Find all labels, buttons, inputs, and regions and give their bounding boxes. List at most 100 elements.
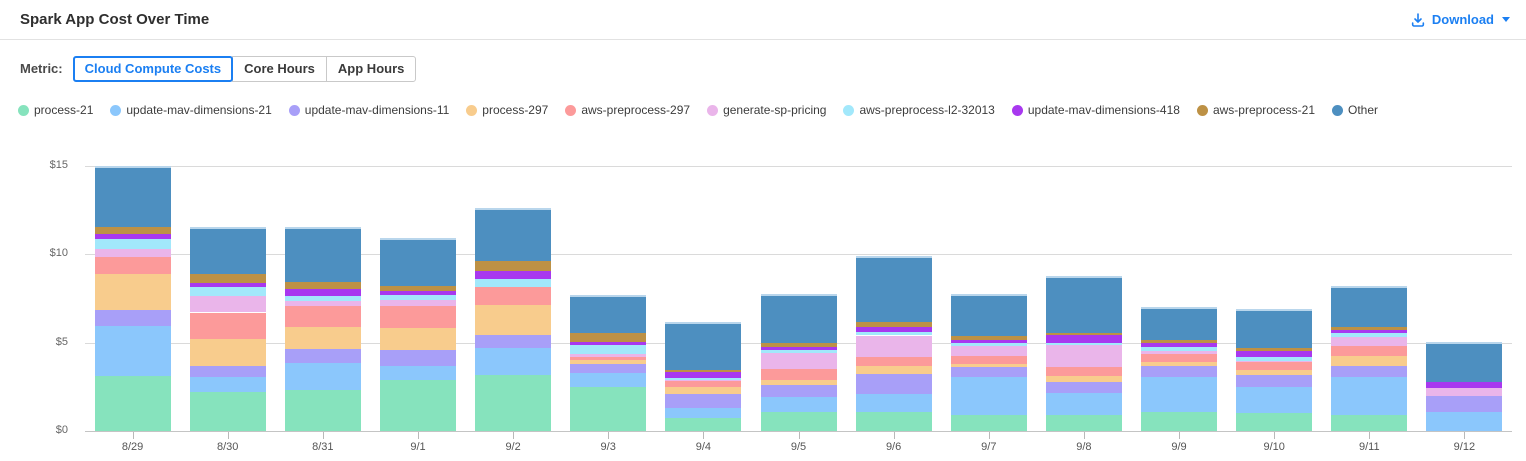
bar-segment-update-mav-dimensions-418	[189, 283, 266, 287]
bar-segment-process-297	[665, 386, 742, 394]
bar-segment-process-297	[1236, 369, 1313, 376]
bar-segment-generate-sp-pricing	[1426, 387, 1503, 396]
x-axis-label-9-1: 9/1	[410, 441, 426, 453]
bar-segment-update-mav-dimensions-11	[1045, 382, 1122, 393]
bar-segment-aws-preprocess-l2-32013	[1141, 347, 1217, 352]
bar-segment-aws-preprocess-297	[760, 369, 837, 380]
bar-segment-other	[665, 322, 742, 370]
bar-segment-update-mav-dimensions-418	[1236, 351, 1313, 357]
bar-9-1	[380, 145, 456, 431]
x-axis-label-8-30: 8/30	[216, 441, 239, 453]
bar-segment-other	[1236, 308, 1313, 348]
bar-segment-other	[189, 226, 266, 275]
legend-item-generate-sp-pricing[interactable]: generate-sp-pricing	[707, 103, 826, 117]
bar-segment-process-21	[855, 411, 932, 431]
bar-segment-update-mav-dimensions-418	[94, 233, 171, 239]
bar-segment-update-mav-dimensions-21	[1331, 377, 1408, 416]
bar-segment-aws-preprocess-21	[950, 336, 1027, 340]
bar-segment-update-mav-dimensions-418	[570, 341, 647, 346]
bar-segment-process-21	[1141, 412, 1217, 431]
bar-segment-generate-sp-pricing	[1236, 361, 1313, 362]
caret-down-icon	[1502, 17, 1510, 22]
bar-segment-other	[284, 227, 361, 283]
bar-segment-process-21	[189, 392, 266, 431]
legend-item-other[interactable]: Other	[1332, 103, 1378, 117]
bar-segment-other	[1141, 307, 1217, 340]
x-axis-tick	[1464, 432, 1466, 439]
header: Spark App Cost Over Time Download	[0, 0, 1526, 40]
bar-segment-update-mav-dimensions-418	[665, 371, 742, 378]
bar-segment-process-297	[760, 379, 837, 385]
bar-segment-aws-preprocess-297	[570, 356, 647, 361]
bar-segment-other	[94, 166, 171, 227]
bar-9-8	[1045, 145, 1122, 431]
legend-item-update-mav-dimensions-418[interactable]: update-mav-dimensions-418	[1011, 103, 1180, 117]
bar-segment-aws-preprocess-l2-32013	[1045, 342, 1122, 346]
chart-legend: process-21 update-mav-dimensions-21 update…	[18, 100, 1526, 120]
bar-segment-generate-sp-pricing	[94, 248, 171, 257]
legend-label: aws-preprocess-l2-32013	[859, 103, 995, 117]
x-axis-tick	[798, 432, 800, 439]
legend-item-process-21[interactable]: process-21	[18, 103, 93, 117]
y-axis-label--15: $15	[49, 158, 68, 171]
bar-9-10	[1236, 145, 1313, 431]
legend-item-process-297[interactable]: process-297	[466, 103, 548, 117]
x-axis-tick	[322, 432, 324, 439]
bar-segment-update-mav-dimensions-21	[1426, 411, 1503, 431]
bar-segment-aws-preprocess-21	[1236, 347, 1313, 352]
bar-segment-process-21	[380, 379, 456, 431]
bar-segment-process-297	[475, 305, 552, 336]
bar-segment-update-mav-dimensions-418	[1426, 382, 1503, 388]
metric-option-app-hours[interactable]: App Hours	[325, 55, 417, 82]
bar-segment-aws-preprocess-297	[380, 306, 456, 329]
bar-segment-aws-preprocess-21	[665, 369, 742, 372]
metric-option-cloud-compute-costs[interactable]: Cloud Compute Costs	[72, 55, 234, 82]
bar-segment-aws-preprocess-l2-32013	[284, 295, 361, 301]
legend-item-update-mav-dimensions-11[interactable]: update-mav-dimensions-11	[288, 103, 449, 117]
bar-segment-aws-preprocess-l2-32013	[855, 331, 932, 336]
bar-9-7	[950, 145, 1027, 431]
bar-segment-aws-preprocess-21	[760, 342, 837, 347]
bar-segment-generate-sp-pricing	[570, 354, 647, 357]
legend-item-aws-preprocess-l2-32013[interactable]: aws-preprocess-l2-32013	[843, 103, 995, 117]
bar-segment-update-mav-dimensions-11	[665, 393, 742, 408]
bar-segment-process-21	[665, 417, 742, 431]
bar-9-12	[1426, 145, 1503, 431]
y-axis-label--0: $0	[55, 424, 68, 436]
x-axis-label-9-11: 9/11	[1359, 441, 1380, 453]
legend-item-aws-preprocess-297[interactable]: aws-preprocess-297	[565, 103, 690, 117]
bar-segment-update-mav-dimensions-21	[1045, 393, 1122, 416]
bar-segment-aws-preprocess-297	[189, 312, 266, 339]
bar-segment-update-mav-dimensions-11	[950, 367, 1027, 377]
page-title: Spark App Cost Over Time	[20, 11, 210, 28]
bar-segment-aws-preprocess-21	[284, 282, 361, 289]
bar-segment-update-mav-dimensions-21	[570, 372, 647, 387]
bar-segment-other	[1331, 285, 1408, 327]
bar-segment-update-mav-dimensions-21	[665, 408, 742, 418]
x-axis-tick	[1369, 432, 1371, 439]
bar-segment-update-mav-dimensions-418	[1045, 335, 1122, 343]
legend-item-update-mav-dimensions-21[interactable]: update-mav-dimensions-21	[110, 103, 272, 117]
bar-segment-update-mav-dimensions-418	[950, 339, 1027, 343]
legend-dot-aws-preprocess-21	[1196, 104, 1208, 116]
bar-segment-aws-preprocess-21	[94, 226, 171, 234]
bar-segment-update-mav-dimensions-418	[1141, 343, 1217, 347]
bar-segment-update-mav-dimensions-21	[760, 397, 837, 413]
download-icon	[1410, 12, 1426, 28]
legend-item-aws-preprocess-21[interactable]: aws-preprocess-21	[1196, 103, 1315, 117]
legend-label: update-mav-dimensions-418	[1027, 103, 1180, 117]
bar-segment-generate-sp-pricing	[1045, 345, 1122, 368]
metric-option-core-hours[interactable]: Core Hours	[232, 55, 327, 82]
bar-segment-process-21	[475, 375, 552, 431]
bar-9-9	[1141, 145, 1217, 431]
bar-segment-update-mav-dimensions-11	[189, 365, 266, 377]
download-button[interactable]: Download	[1410, 12, 1510, 28]
bar-segment-update-mav-dimensions-21	[94, 325, 171, 377]
bar-segment-aws-preprocess-21	[570, 332, 647, 342]
x-axis-label-9-3: 9/3	[600, 441, 616, 453]
bar-segment-update-mav-dimensions-11	[475, 335, 552, 348]
bar-segment-process-21	[950, 415, 1027, 431]
bar-segment-aws-preprocess-21	[1331, 326, 1408, 331]
legend-label: aws-preprocess-21	[1212, 103, 1315, 117]
legend-dot-process-297	[466, 104, 478, 116]
